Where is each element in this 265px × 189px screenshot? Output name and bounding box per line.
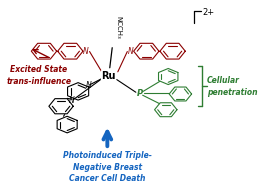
Text: Ru: Ru xyxy=(101,71,116,81)
Text: Cellular
penetration: Cellular penetration xyxy=(207,76,258,97)
Text: N: N xyxy=(69,96,75,105)
Text: 2+: 2+ xyxy=(203,8,215,17)
Text: NCCH₃: NCCH₃ xyxy=(115,16,121,39)
Text: N: N xyxy=(128,47,134,56)
Text: Excited State
trans-influence: Excited State trans-influence xyxy=(6,65,71,86)
Text: Photoinduced Triple-
Negative Breast
Cancer Cell Death: Photoinduced Triple- Negative Breast Can… xyxy=(63,151,152,183)
Text: N: N xyxy=(83,47,89,56)
Text: P: P xyxy=(137,89,143,98)
Text: N: N xyxy=(86,81,91,90)
